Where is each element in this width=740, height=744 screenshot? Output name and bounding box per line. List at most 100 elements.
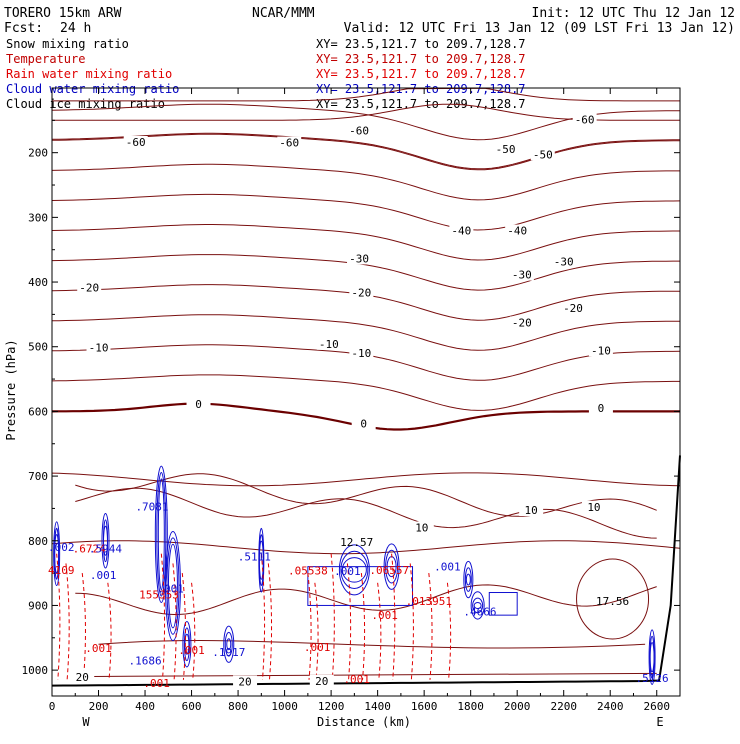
field-temperature-name: Temperature xyxy=(6,52,85,66)
label-backing xyxy=(316,337,341,350)
isotherm-label: -10 xyxy=(89,342,109,355)
cloud-water-contour xyxy=(463,560,474,599)
isotherm-label: -30 xyxy=(512,269,532,282)
label-backing xyxy=(530,148,555,161)
rain-contour xyxy=(346,563,352,680)
field-value-label: .4666 xyxy=(463,605,496,618)
isotherm-label: -60 xyxy=(349,124,369,137)
cloud-water-contour xyxy=(648,629,656,685)
label-backing xyxy=(572,113,597,126)
field-value-label: .5126 xyxy=(636,672,669,685)
label-backing xyxy=(561,302,586,315)
isotherm-label: -20 xyxy=(512,316,532,329)
cloud-water-contour xyxy=(340,550,369,590)
y-tick-label: 400 xyxy=(28,276,48,289)
cloud-water-contour xyxy=(470,591,485,620)
label-backing xyxy=(86,341,111,354)
label-backing xyxy=(551,255,576,268)
isotherm-line xyxy=(51,132,680,170)
isotherm-line xyxy=(75,672,657,678)
rain-contour xyxy=(181,573,186,680)
isotherm-label: -50 xyxy=(533,148,553,161)
isotherm-label: -20 xyxy=(563,302,583,315)
x-tick-label: 1000 xyxy=(271,700,298,713)
field-value-label: .001 xyxy=(434,561,461,574)
y-axis-title: Pressure (hPa) xyxy=(4,339,18,440)
field-value-label: .001 xyxy=(90,569,117,582)
init-time: Init: 12 UTC Thu 12 Jan 12 xyxy=(532,6,736,21)
y-tick-label: 300 xyxy=(28,211,48,224)
isotherm-label: -60 xyxy=(279,137,299,150)
cloud-water-contour xyxy=(226,638,232,651)
y-tick-label: 700 xyxy=(28,470,48,483)
x-tick-label: 400 xyxy=(135,700,155,713)
isotherm-line xyxy=(51,133,680,171)
label-backing xyxy=(123,135,148,148)
cloud-water-contour xyxy=(157,478,165,591)
isotherm-label: 10 xyxy=(587,501,600,514)
field-snow-name: Snow mixing ratio xyxy=(6,37,129,51)
isotherm-label: -60 xyxy=(575,113,595,126)
label-backing xyxy=(509,316,534,329)
isotherm-label: 20 xyxy=(76,671,89,684)
isotherm-line xyxy=(52,87,680,102)
terrain-surface xyxy=(51,455,681,687)
label-backing xyxy=(493,143,518,156)
x-tick-label: 600 xyxy=(182,700,202,713)
isotherm-line xyxy=(51,314,681,351)
cloud-water-contour xyxy=(465,573,471,586)
y-tick-label: 1000 xyxy=(22,664,49,677)
isotherm-label: -10 xyxy=(591,344,611,357)
field-temperature-xy: XY= 23.5,121.7 to 209.7,128.7 xyxy=(316,52,526,66)
forecast-label: Fcst: xyxy=(4,21,43,36)
cloud-water-contour xyxy=(224,631,233,657)
label-backing xyxy=(351,417,376,430)
field-value-label: .5944 xyxy=(89,543,122,556)
x-tick-label: 1400 xyxy=(364,700,391,713)
isotherm-label: 0 xyxy=(598,402,605,415)
field-value-label: .5111 xyxy=(238,550,271,563)
field-value-label: .001 xyxy=(178,644,205,657)
isotherm-line xyxy=(51,224,680,261)
y-tick-label: 600 xyxy=(28,405,48,418)
x-axis-title: Distance (km) xyxy=(317,715,411,729)
label-backing xyxy=(349,286,374,299)
x-tick-label: 1800 xyxy=(457,700,484,713)
isotherm-line xyxy=(51,163,680,201)
field-value-label: 155353 xyxy=(139,588,179,601)
x-tick-label: 2000 xyxy=(504,700,531,713)
x-tick-label: 0 xyxy=(49,700,56,713)
cloud-water-contour xyxy=(182,621,192,668)
rain-contour xyxy=(267,563,273,680)
x-tick-label: 2400 xyxy=(597,700,624,713)
cloud-water-contour xyxy=(167,543,178,629)
cloud-water-contour xyxy=(54,534,60,574)
center-label: NCAR/MMM xyxy=(252,6,315,21)
valid-time: Valid: 12 UTC Fri 13 Jan 12 (09 LST Fri … xyxy=(344,21,735,36)
field-value-label: 4109 xyxy=(48,564,75,577)
label-backing xyxy=(509,268,534,281)
y-tick-label: 500 xyxy=(28,341,48,354)
field-value-label: .001 xyxy=(85,642,112,655)
cloud-water-contour xyxy=(341,557,367,583)
label-backing xyxy=(588,401,613,414)
rain-contour xyxy=(307,573,312,680)
isotherm-label: 10 xyxy=(525,504,538,517)
label-backing xyxy=(409,521,434,534)
label-backing xyxy=(519,504,544,517)
rain-contour xyxy=(107,582,112,680)
cloud-water-contour xyxy=(164,530,181,642)
isotherm-label: 0 xyxy=(360,417,367,430)
label-backing xyxy=(186,397,211,410)
forecast-value: 24 h xyxy=(60,21,91,36)
model-title: TORERO 15km ARW xyxy=(4,6,122,21)
label-backing xyxy=(349,346,374,359)
isotherm-label: -20 xyxy=(351,287,371,300)
isotherm-label: -50 xyxy=(496,143,516,156)
label-backing xyxy=(505,224,530,237)
cloud-water-contours xyxy=(53,465,656,685)
cloud-water-contour xyxy=(166,537,180,635)
isotherm-label: 0 xyxy=(195,398,202,411)
